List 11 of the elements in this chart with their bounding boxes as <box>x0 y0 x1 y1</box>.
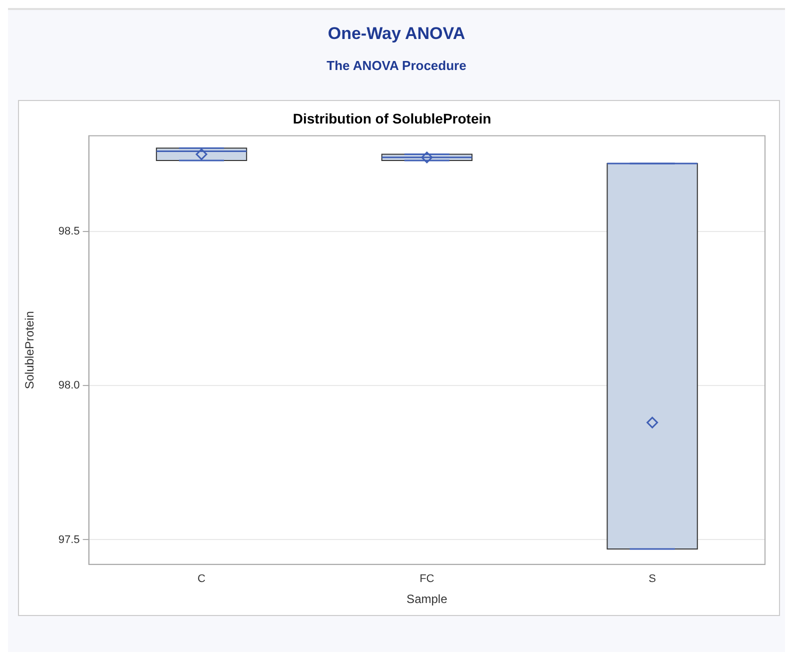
text: Distribution of SolubleProtein <box>292 110 492 126</box>
y-axis-title: SolubleProtein <box>22 311 37 390</box>
y-tick-label: 98.5 <box>58 225 80 238</box>
x-tick-label: C <box>198 573 206 586</box>
chart-title: One-Way ANOVA <box>326 23 466 44</box>
x-axis-title: Sample <box>406 592 448 606</box>
x-tick-label: FC <box>420 573 434 586</box>
x-tick-label: S <box>648 573 656 586</box>
y-tick-label: 97.5 <box>58 534 80 546</box>
y-tick-label: 98.0 <box>58 380 80 392</box>
chart-subtitle: The ANOVA Procedure <box>326 58 468 73</box>
